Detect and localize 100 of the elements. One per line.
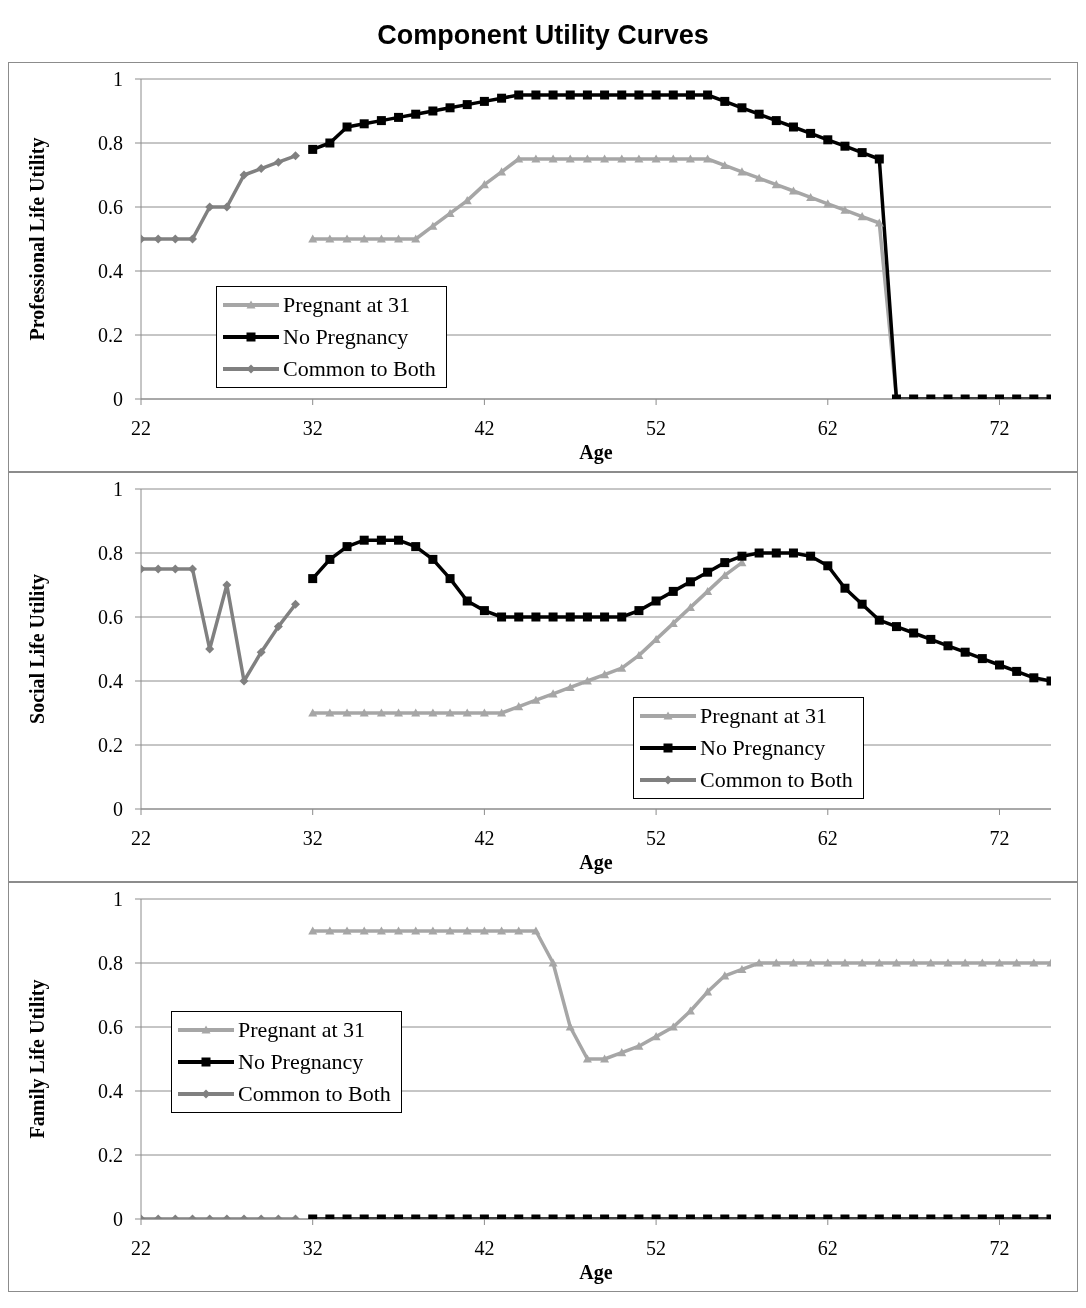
x-tick-label: 42 — [474, 827, 495, 850]
point — [565, 612, 575, 622]
x-axis-title: Age — [579, 1261, 613, 1284]
point — [308, 574, 318, 584]
point — [720, 558, 730, 568]
point — [874, 958, 884, 967]
point — [857, 599, 867, 609]
point — [376, 708, 386, 717]
point — [651, 596, 661, 606]
point — [291, 599, 301, 609]
point — [531, 695, 541, 704]
point — [1012, 958, 1022, 967]
y-tick-label: 1 — [113, 68, 123, 91]
point — [376, 116, 386, 126]
point — [548, 90, 558, 100]
point — [909, 628, 919, 638]
point — [771, 958, 781, 967]
point — [514, 90, 524, 100]
y-tick-label: 0 — [113, 388, 123, 411]
y-tick-label: 0.6 — [98, 196, 123, 219]
legend-label: Common to Both — [238, 1080, 391, 1108]
point — [617, 663, 627, 672]
point — [651, 154, 661, 163]
point — [256, 647, 266, 657]
point — [394, 708, 404, 717]
point — [771, 180, 781, 189]
point — [548, 689, 558, 698]
point — [960, 958, 970, 967]
point — [823, 135, 833, 145]
point — [600, 90, 610, 100]
point — [703, 987, 713, 996]
point — [857, 148, 867, 158]
y-tick-label: 0.2 — [98, 734, 123, 757]
legend-label: Pregnant at 31 — [283, 291, 411, 319]
point — [445, 574, 455, 584]
point — [634, 606, 644, 616]
point — [754, 958, 764, 967]
point — [891, 958, 901, 967]
point — [960, 647, 970, 657]
y-tick-label: 0.4 — [98, 1080, 123, 1103]
point — [479, 926, 489, 935]
point — [651, 1032, 661, 1041]
point — [943, 958, 953, 967]
point — [462, 100, 472, 110]
point — [668, 90, 678, 100]
point — [685, 154, 695, 163]
point — [445, 103, 455, 113]
y-tick-label: 0.2 — [98, 1144, 123, 1167]
point — [874, 154, 884, 164]
point — [359, 708, 369, 717]
point — [325, 926, 335, 935]
legend-label: No Pregnancy — [283, 323, 409, 351]
point — [548, 154, 558, 163]
point — [411, 109, 421, 119]
point — [411, 234, 421, 243]
point — [359, 234, 369, 243]
y-tick-label: 0.4 — [98, 670, 123, 693]
point — [788, 122, 798, 132]
point — [788, 548, 798, 558]
point — [273, 622, 283, 632]
point — [737, 167, 747, 176]
y-tick-label: 0.4 — [98, 260, 123, 283]
point — [806, 192, 816, 201]
point — [634, 90, 644, 100]
y-axis-title: Professional Life Utility — [26, 137, 50, 341]
point — [806, 551, 816, 561]
point — [823, 199, 833, 208]
y-tick-label: 0 — [113, 1208, 123, 1231]
y-tick-label: 0 — [113, 798, 123, 821]
point — [462, 926, 472, 935]
point — [359, 926, 369, 935]
point — [342, 234, 352, 243]
legend-label: No Pregnancy — [238, 1048, 364, 1076]
point — [840, 205, 850, 214]
point — [874, 615, 884, 625]
point — [857, 212, 867, 221]
x-axis-title: Age — [579, 441, 613, 464]
point — [325, 708, 335, 717]
point — [1029, 673, 1039, 683]
point — [600, 154, 610, 163]
point — [531, 154, 541, 163]
point — [617, 1048, 627, 1057]
y-tick-label: 0.6 — [98, 606, 123, 629]
point — [376, 234, 386, 243]
point — [445, 708, 455, 717]
x-tick-label: 72 — [989, 417, 1010, 440]
x-tick-label: 62 — [817, 1237, 838, 1260]
point — [514, 926, 524, 935]
point — [891, 622, 901, 632]
y-axis-title: Social Life Utility — [26, 574, 50, 724]
point — [342, 708, 352, 717]
point — [1029, 958, 1039, 967]
point — [806, 128, 816, 138]
point — [394, 234, 404, 243]
point — [308, 926, 318, 935]
point — [531, 90, 541, 100]
point — [376, 535, 386, 545]
point — [308, 144, 318, 154]
point — [514, 612, 524, 622]
point — [754, 548, 764, 558]
